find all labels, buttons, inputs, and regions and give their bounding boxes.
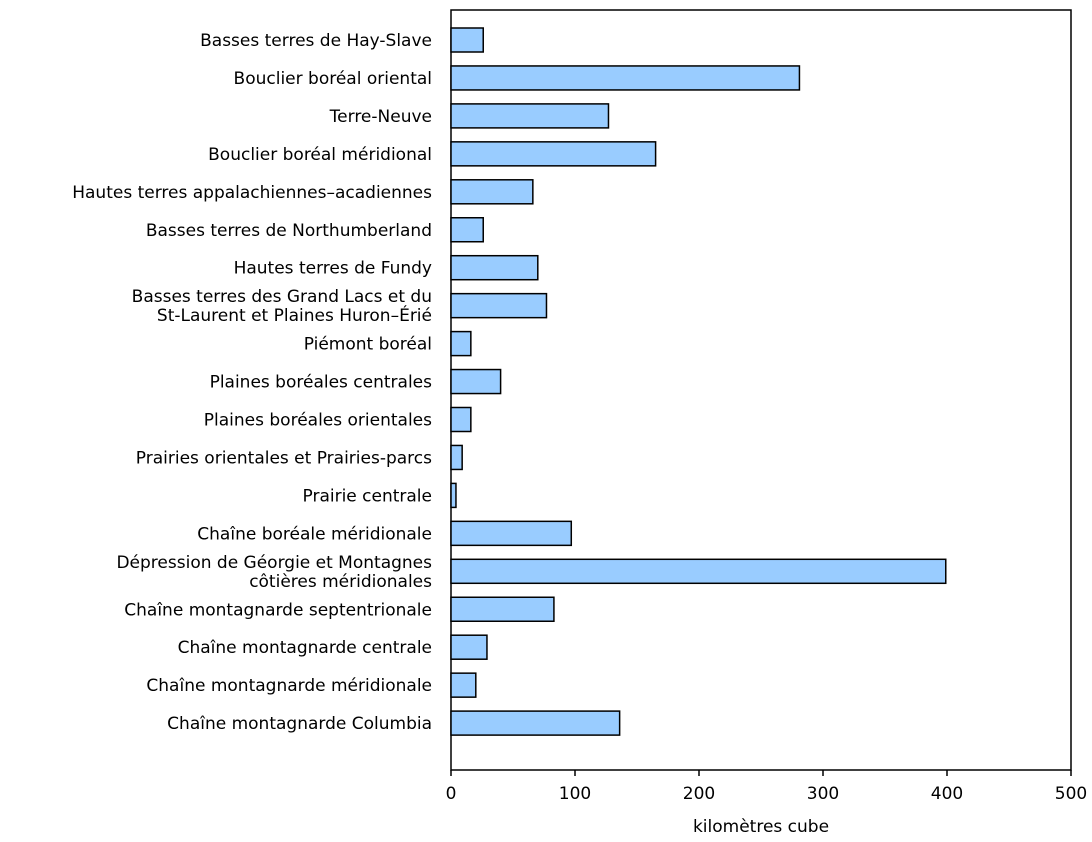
category-labels: Basses terres de Hay-Slave Bouclier boréa… (72, 31, 432, 734)
category-label: Basses terres de Northumberland (146, 221, 432, 241)
category-label: Chaîne montagnarde centrale (178, 638, 432, 658)
category-label-line: Hautes terres de Fundy (234, 259, 432, 279)
category-label-line: Bouclier boréal méridional (208, 145, 432, 165)
bar (450, 254, 539, 281)
category-label: Prairie centrale (303, 486, 433, 506)
bar (450, 330, 472, 357)
x-axis-title: kilomètres cube (693, 817, 829, 837)
bar (450, 27, 484, 53)
bar (450, 634, 488, 660)
category-label: Plaines boréales orientales (204, 411, 432, 431)
bar (450, 596, 555, 622)
category-label-line: Chaîne montagnarde Columbia (167, 714, 432, 734)
category-label-line: Prairies orientales et Prairies-parcs (136, 448, 432, 468)
bar (450, 444, 463, 471)
category-label-line: Piémont boréal (304, 335, 432, 355)
x-tick-label: 500 (1055, 784, 1087, 804)
bar (450, 103, 610, 129)
category-label: Prairies orientales et Prairies-parcs (136, 448, 432, 468)
bar (450, 179, 534, 205)
x-tick-label: 100 (559, 784, 591, 804)
category-label-line: Basses terres de Hay-Slave (200, 31, 432, 51)
category-label-line: Hautes terres appalachiennes–acadiennes (72, 183, 432, 203)
category-label: Hautes terres de Fundy (234, 259, 432, 279)
x-tick-label: 200 (683, 784, 715, 804)
category-label-line: Basses terres de Northumberland (146, 221, 432, 241)
category-label-line: Plaines boréales centrales (210, 373, 433, 393)
category-label: Chaîne boréale méridionale (197, 524, 432, 544)
bar (450, 406, 472, 433)
bar (450, 672, 477, 698)
category-label: Hautes terres appalachiennes–acadiennes (72, 183, 432, 203)
category-label: Terre-Neuve (329, 107, 432, 127)
category-label-line: Prairie centrale (303, 486, 433, 506)
category-label-line: Plaines boréales orientales (204, 411, 432, 431)
category-label-line: Terre-Neuve (329, 107, 432, 127)
category-label-line: côtières méridionales (249, 572, 432, 592)
category-label: Bouclier boréal oriental (234, 69, 432, 89)
bar (450, 65, 801, 91)
category-label-line: Chaîne montagnarde centrale (178, 638, 432, 658)
x-tick-label: 400 (931, 784, 963, 804)
category-label: Basses terres des Grand Lacs et du St-Lau… (132, 287, 432, 326)
category-label-line: Chaîne boréale méridionale (197, 524, 432, 544)
x-axis-ticks: 0 100 200 300 400 500 (446, 770, 1087, 804)
bar (450, 217, 484, 243)
category-label: Chaîne montagnarde méridionale (146, 676, 432, 696)
category-label: Basses terres de Hay-Slave (200, 31, 432, 51)
category-label-line: Chaîne montagnarde méridionale (146, 676, 432, 696)
category-label-line: Chaîne montagnarde septentrionale (124, 600, 432, 620)
category-label: Dépression de Géorgie et Montagnes côtièr… (116, 553, 432, 592)
bar (450, 368, 502, 395)
bar (450, 141, 657, 167)
x-tick-label: 0 (446, 784, 457, 804)
x-tick-label: 300 (807, 784, 839, 804)
category-label-line: St-Laurent et Plaines Huron–Érié (157, 304, 432, 326)
bar (450, 482, 457, 509)
category-label: Bouclier boréal méridional (208, 145, 432, 165)
category-label: Plaines boréales centrales (210, 373, 433, 393)
category-label: Chaîne montagnarde Columbia (167, 714, 432, 734)
category-label-line: Bouclier boréal oriental (234, 69, 432, 89)
bar (450, 558, 947, 585)
category-label-line: Basses terres des Grand Lacs et du (132, 287, 432, 307)
bar (450, 710, 621, 736)
category-label: Chaîne montagnarde septentrionale (124, 600, 432, 620)
bars-group (450, 27, 947, 736)
category-label: Piémont boréal (304, 335, 432, 355)
category-label-line: Dépression de Géorgie et Montagnes (116, 553, 432, 573)
bar (450, 292, 548, 319)
bar (450, 520, 573, 547)
